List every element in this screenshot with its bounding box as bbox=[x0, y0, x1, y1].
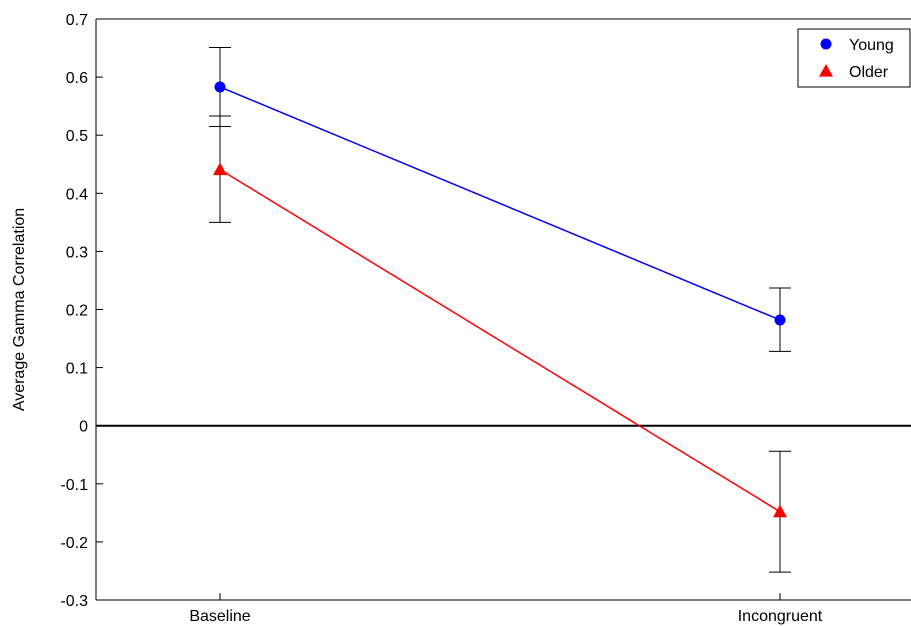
data-point bbox=[214, 81, 226, 93]
legend-item: Older bbox=[819, 64, 889, 81]
legend: Young Older bbox=[797, 28, 911, 88]
legend-label: Older bbox=[849, 64, 889, 81]
y-axis-label: Average Gamma Correlation bbox=[11, 208, 28, 411]
data-point bbox=[774, 314, 786, 326]
y-tick-label: 0.2 bbox=[66, 303, 88, 320]
circle-marker-icon bbox=[820, 38, 832, 50]
y-tick-label: 0 bbox=[79, 419, 88, 436]
x-ticks: Baseline Incongruent bbox=[189, 593, 823, 625]
y-tick-label: 0.1 bbox=[66, 361, 88, 378]
data-point bbox=[773, 504, 787, 518]
legend-box bbox=[797, 28, 911, 88]
y-tick-label: -0.3 bbox=[60, 593, 88, 610]
series-line bbox=[219, 86, 781, 321]
series-layer bbox=[209, 46, 791, 573]
triangle-marker-icon bbox=[819, 64, 833, 77]
x-tick-label: Incongruent bbox=[738, 608, 823, 625]
x-tick-label: Baseline bbox=[189, 608, 250, 625]
y-tick-label: 0.7 bbox=[66, 12, 88, 29]
data-point bbox=[213, 162, 227, 176]
y-tick-label: 0.5 bbox=[66, 128, 88, 145]
series-line bbox=[219, 168, 781, 513]
legend-label: Young bbox=[849, 37, 894, 54]
y-tick-label: 0.3 bbox=[66, 244, 88, 261]
y-tick-label: 0.6 bbox=[66, 70, 88, 87]
y-tick-label: 0.4 bbox=[66, 186, 88, 203]
axes bbox=[95, 18, 911, 601]
legend-item: Young bbox=[820, 37, 894, 54]
series-older bbox=[209, 115, 791, 573]
y-tick-label: -0.2 bbox=[60, 535, 88, 552]
y-tick-label: -0.1 bbox=[60, 477, 88, 494]
y-ticks: -0.3 -0.2 -0.1 0 0.1 0.2 0.3 0.4 0.5 0.6 0.7 bbox=[60, 12, 103, 610]
series-young bbox=[209, 46, 791, 352]
